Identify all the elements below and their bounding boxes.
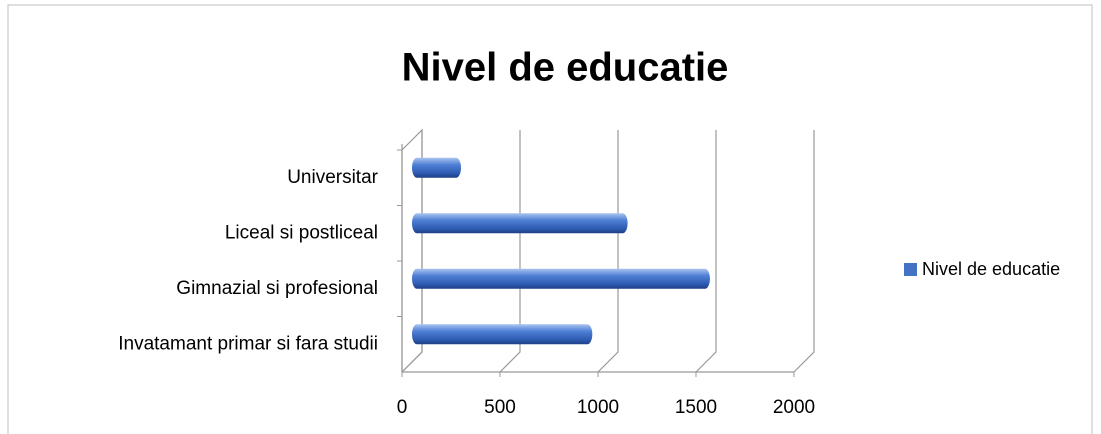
grid-line (499, 130, 521, 373)
bar (412, 324, 593, 345)
x-tick-label: 1000 (577, 397, 619, 418)
y-tick-label: Universitar (287, 167, 378, 188)
chart-title: Nivel de educatie (402, 46, 729, 90)
y-tick-label: Gimnazial si profesional (176, 278, 378, 299)
x-tick-label: 0 (397, 397, 408, 418)
legend-swatch (904, 263, 917, 276)
legend-text: Nivel de educatie (922, 259, 1060, 279)
grid-line (401, 130, 423, 373)
grid-line (597, 130, 619, 373)
grid-line (695, 130, 717, 373)
bar (412, 157, 461, 178)
y-tick-label: Liceal si postliceal (225, 222, 378, 243)
y-tick-label: Invatamant primar si fara studii (118, 333, 378, 354)
grid-line (793, 130, 815, 373)
x-tick-label: 1500 (675, 397, 717, 418)
bar (412, 213, 628, 234)
bar (412, 268, 710, 289)
x-tick-label: 2000 (773, 397, 815, 418)
x-tick-label: 500 (484, 397, 516, 418)
